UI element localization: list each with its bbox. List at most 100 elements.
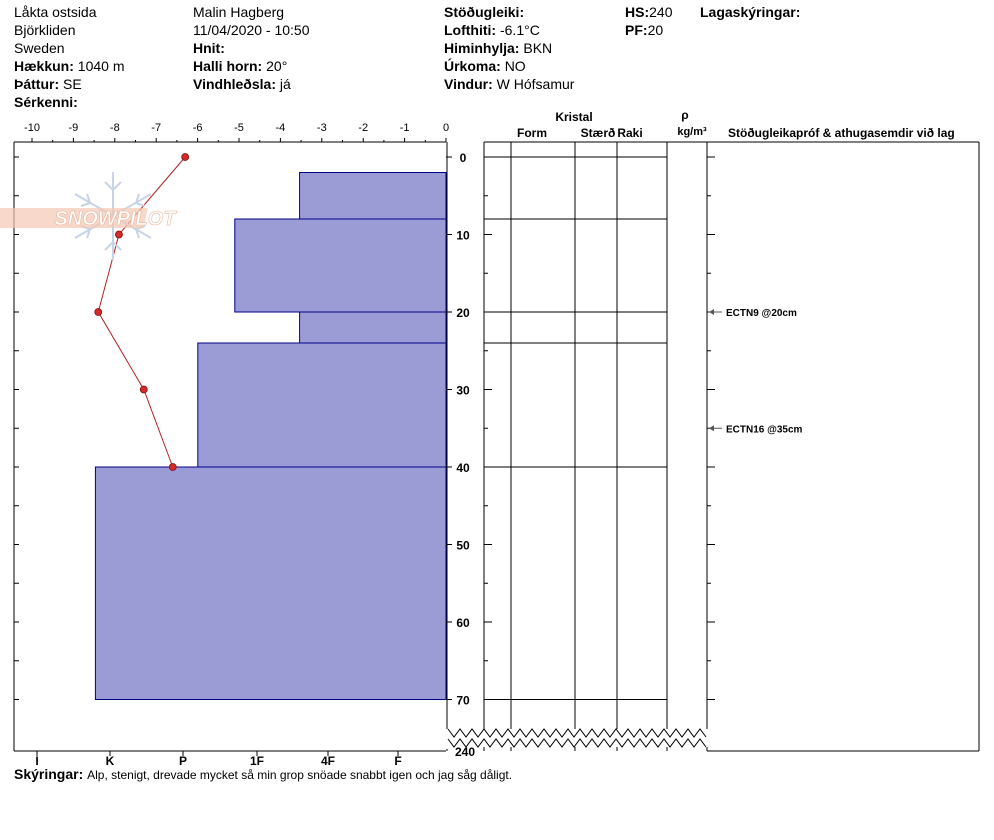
sky-label: Himinhylja:	[444, 40, 520, 56]
column-moisture: Raki	[617, 126, 642, 140]
wind-value: W Hófsamur	[496, 76, 575, 92]
air-temp-value: -6.1°C	[499, 22, 540, 38]
notes-text: Alp, stenigt, drevade mycket så min grop…	[87, 768, 513, 782]
depth-break-label: 240	[455, 745, 475, 759]
column-size: Stærð	[581, 126, 616, 140]
features-label: Sérkenni:	[14, 94, 78, 110]
coords-label: Hnit:	[193, 40, 225, 56]
temp-tick-label-2: -8	[110, 122, 120, 134]
temp-tick-label-9: -1	[400, 122, 410, 134]
hs-label: HS:	[625, 4, 650, 20]
coords: Hnit:	[193, 39, 225, 57]
precip-value: NO	[504, 58, 526, 74]
hardness-bar-3	[197, 342, 447, 468]
stability-arrow-head-1	[709, 425, 714, 432]
datetime: 11/04/2020 - 10:50	[193, 22, 310, 38]
notes: Skýringar: Alp, stenigt, drevade mycket …	[14, 766, 512, 782]
temperature-point-4	[168, 463, 177, 471]
depth-tick-label-0: 0	[460, 151, 467, 165]
labels-group: -10 -9 -8 -7 -6 -5 -4 -3 -2 -1 0010203040506070240…	[14, 108, 955, 768]
temp-tick-label-5: -5	[234, 122, 244, 134]
layer-notes: Lagaskýringar:	[700, 3, 800, 21]
depth-tick-label-2: 20	[456, 306, 470, 320]
depth-tick-label-4: 40	[456, 461, 470, 475]
notes-label: Skýringar:	[14, 766, 84, 782]
pf: PF:20	[625, 21, 663, 39]
depth-tick-label-6: 60	[456, 616, 470, 630]
column-crystal: Kristal	[555, 110, 592, 124]
stability-test-label-0: ECTN9 @20cm	[726, 308, 797, 319]
temp-tick-label-0: -10	[24, 122, 40, 134]
depth-tick-label-5: 50	[456, 539, 470, 553]
sky-value: BKN	[523, 40, 553, 56]
temp-tick-label-10: 0	[443, 122, 449, 134]
wind-loading-value: já	[279, 76, 291, 92]
slope: Halli horn: 20°	[193, 57, 287, 75]
temp-tick-label-8: -2	[358, 122, 368, 134]
column-density-unit: kg/m³	[677, 126, 707, 138]
hardness-bar-2	[299, 311, 447, 344]
sky: Himinhylja: BKN	[444, 39, 552, 57]
country: Sweden	[14, 40, 65, 56]
hardness-tick-label-3: 1F	[250, 754, 264, 768]
temperature-point-0	[181, 153, 190, 161]
observer: Malin Hagberg	[193, 4, 285, 20]
hs: HS:240	[625, 3, 672, 21]
break-zigzag-top	[447, 728, 707, 738]
layer-notes-label: Lagaskýringar:	[700, 4, 801, 20]
stability: Stöðugleiki:	[444, 3, 524, 21]
aspect-value: SE	[63, 76, 82, 92]
wind-label: Vindur:	[444, 76, 493, 92]
slope-value: 20°	[266, 58, 288, 74]
logo-text: SNOWPILOT	[54, 208, 177, 230]
pf-value: 20	[647, 22, 664, 38]
elevation-value: 1040 m	[77, 58, 125, 74]
aspect-label: Þáttur:	[14, 76, 60, 92]
hardness-tick-label-5: F	[394, 754, 401, 768]
temp-tick-label-7: -3	[317, 122, 327, 134]
aspect: Þáttur: SE	[14, 75, 82, 93]
location: Låkta ostsida	[14, 4, 97, 20]
depth-tick-label-3: 30	[456, 384, 470, 398]
elevation-label: Hækkun:	[14, 58, 74, 74]
temperature-point-3	[139, 385, 148, 394]
break-zigzag-bottom	[447, 738, 707, 748]
temp-tick-label-3: -7	[151, 122, 161, 134]
column-form: Form	[517, 126, 547, 140]
frame-group	[13, 141, 707, 752]
hardness-group	[94, 172, 447, 700]
temperature-point-2	[94, 308, 103, 316]
stability-test-label-1: ECTN16 @35cm	[726, 424, 803, 435]
hardness-bar-4	[94, 466, 447, 700]
hardness-tick-label-2: P	[179, 754, 187, 768]
hardness-bar-0	[299, 172, 447, 220]
precip-label: Úrkoma:	[444, 58, 501, 74]
features: Sérkenni:	[14, 93, 78, 111]
wind: Vindur: W Hófsamur	[444, 75, 574, 93]
precip: Úrkoma: NO	[444, 57, 526, 75]
hardness-tick-label-1: K	[106, 754, 115, 768]
stability-arrow-head-0	[709, 309, 714, 315]
slope-label: Halli horn:	[193, 58, 263, 74]
hs-value: 240	[649, 4, 673, 20]
hardness-tick-label-4: 4F	[321, 754, 335, 768]
wind-loading-label: Vindhleðsla:	[193, 76, 276, 92]
elevation: Hækkun: 1040 m	[14, 57, 125, 75]
snowpilot-logo: SNOWPILOT	[0, 172, 178, 260]
temp-tick-label-4: -6	[193, 122, 203, 134]
air-temp: Lofthiti: -6.1°C	[444, 21, 540, 39]
temperature-line	[97, 156, 186, 468]
hardness-tick-label-0: I	[35, 754, 38, 768]
pf-label: PF:	[625, 22, 648, 38]
temp-tick-label-6: -4	[276, 122, 286, 134]
column-rho: ρ	[681, 108, 688, 122]
grid-group	[483, 141, 980, 752]
logo-banner	[0, 208, 148, 228]
stability-label: Stöðugleiki:	[444, 4, 525, 20]
temp-tick-label-1: -9	[69, 122, 79, 134]
temperature-group	[94, 153, 190, 471]
wind-loading: Vindhleðsla: já	[193, 75, 291, 93]
depth-tick-label-1: 10	[456, 229, 470, 243]
